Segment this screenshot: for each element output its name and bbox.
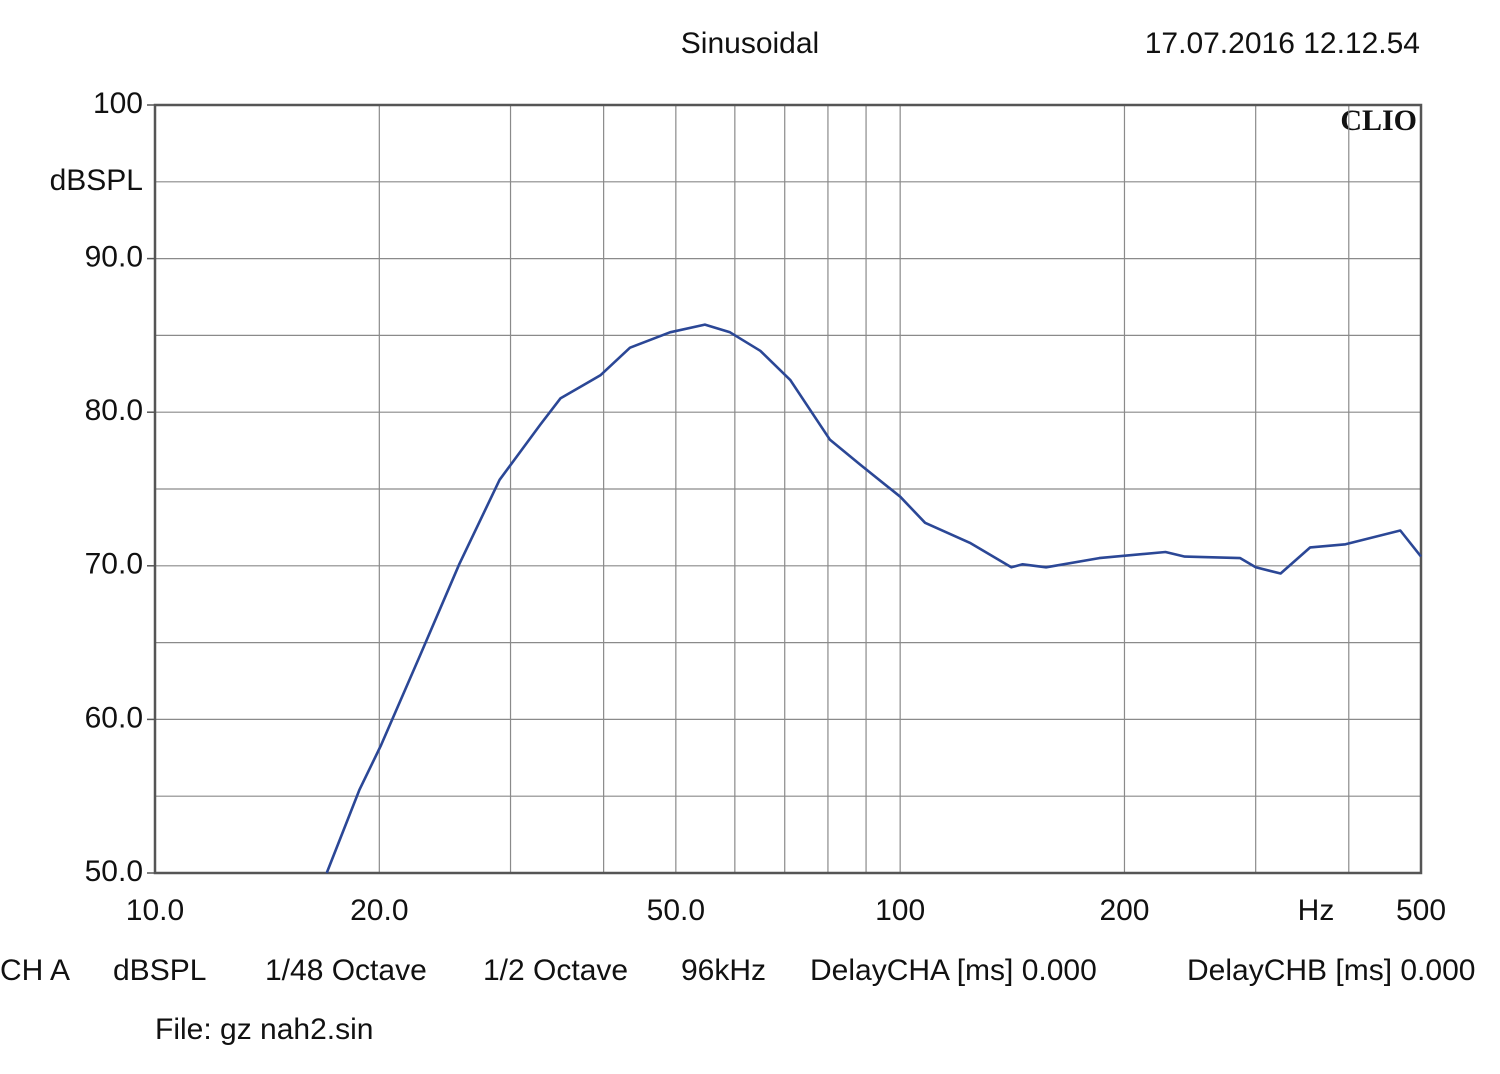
footer-setting: DelayCHB [ms] 0.000 (1187, 954, 1475, 987)
footer-setting: 96kHz (681, 954, 766, 987)
y-tick-label: 80.0 (85, 394, 143, 427)
footer-setting: dBSPL (113, 954, 206, 987)
x-axis-label: Hz (1298, 894, 1335, 927)
footer-setting: 1/2 Octave (483, 954, 628, 987)
x-tick-label: 200 (1099, 894, 1149, 927)
data-line (325, 323, 1423, 874)
footer-setting: CH A (0, 954, 70, 987)
y-tick-label: 50.0 (85, 855, 143, 888)
x-tick-label: 50.0 (647, 894, 705, 927)
footer-setting: 1/48 Octave (265, 954, 427, 987)
y-axis-label: dBSPL (50, 164, 143, 197)
plot-frame (153, 103, 1423, 875)
x-tick-label: 100 (875, 894, 925, 927)
y-tick-label: 60.0 (85, 701, 143, 734)
file-name: File: gz nah2.sin (155, 1013, 373, 1046)
brand: CLIO (1340, 104, 1417, 137)
x-tick-label: 500 (1396, 894, 1446, 927)
y-tick-label: 90.0 (85, 241, 143, 274)
x-tick-label: 20.0 (350, 894, 408, 927)
footer-setting: DelayCHA [ms] 0.000 (810, 954, 1097, 987)
y-tick-label: 70.0 (85, 548, 143, 581)
y-tick-label: 100 (93, 87, 143, 120)
timestamp: 17.07.2016 12.12.54 (1145, 27, 1420, 60)
x-tick-label: 10.0 (126, 894, 184, 927)
chart-title: Sinusoidal (681, 27, 819, 60)
